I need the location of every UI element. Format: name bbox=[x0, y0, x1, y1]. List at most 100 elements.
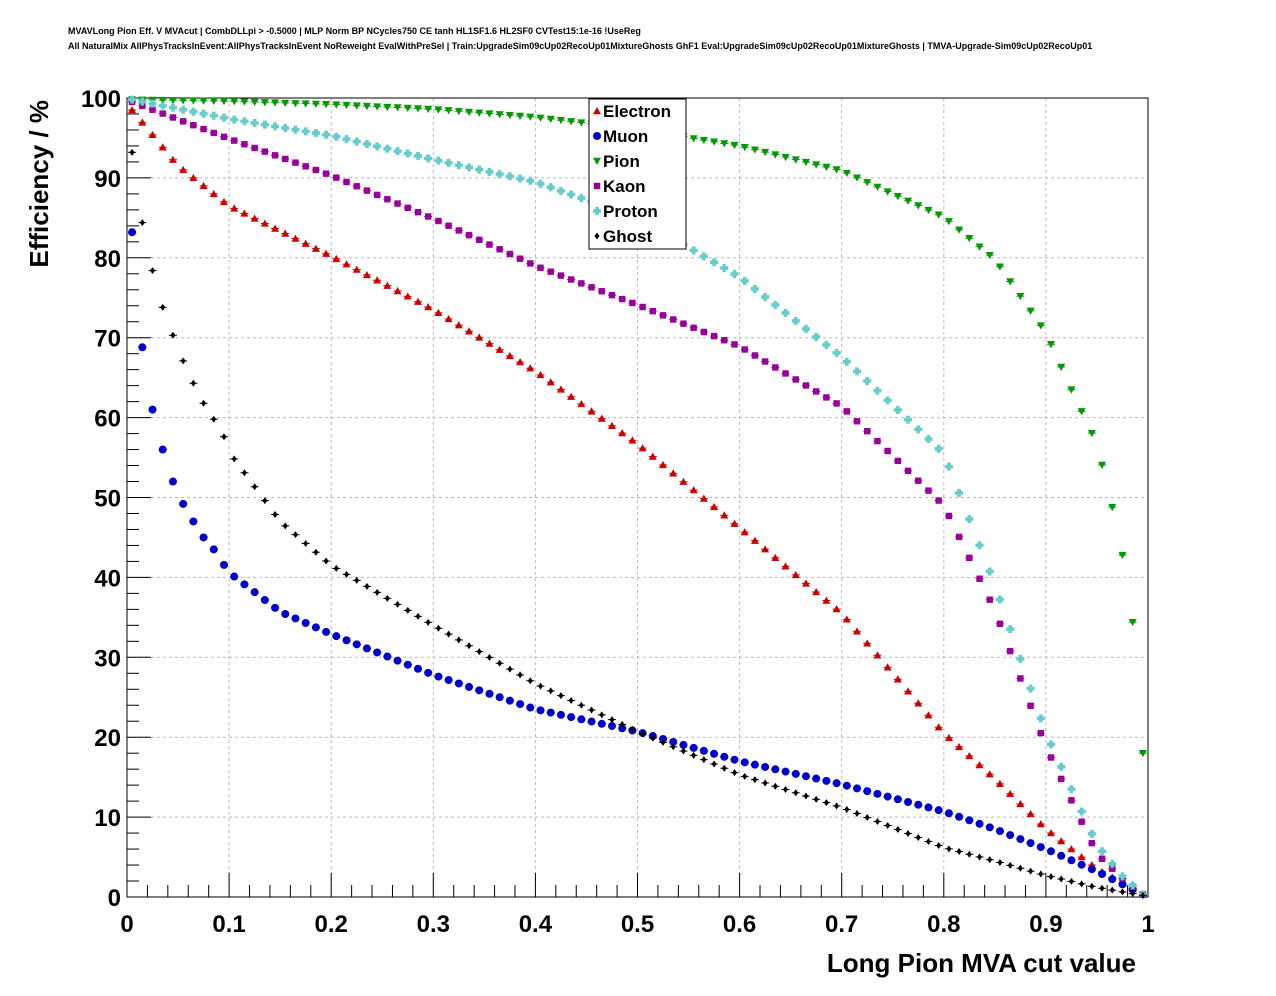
data-point bbox=[791, 769, 800, 778]
data-point bbox=[832, 779, 841, 788]
data-point bbox=[240, 98, 249, 106]
data-point bbox=[944, 462, 953, 471]
data-point bbox=[179, 165, 188, 174]
y-tick-label: 100 bbox=[81, 86, 121, 113]
data-point bbox=[987, 856, 993, 864]
data-point bbox=[240, 580, 249, 589]
data-point bbox=[272, 511, 278, 519]
data-point bbox=[1087, 865, 1096, 874]
data-point bbox=[567, 190, 576, 199]
data-point bbox=[413, 297, 422, 305]
data-point bbox=[832, 605, 841, 613]
data-point bbox=[527, 260, 534, 267]
data-point bbox=[955, 812, 964, 821]
data-point bbox=[424, 303, 433, 311]
data-point bbox=[578, 280, 585, 287]
data-point bbox=[976, 575, 983, 582]
data-point bbox=[609, 716, 615, 724]
data-point bbox=[772, 364, 779, 371]
y-tick-label: 50 bbox=[94, 486, 121, 513]
data-point bbox=[179, 118, 187, 125]
data-point bbox=[219, 113, 228, 122]
data-point bbox=[332, 254, 341, 263]
x-axis-title: Long Pion MVA cut value bbox=[827, 948, 1136, 978]
data-point bbox=[1006, 625, 1015, 634]
data-point bbox=[209, 545, 218, 554]
data-point bbox=[750, 146, 759, 154]
data-point bbox=[179, 499, 188, 508]
data-point bbox=[434, 156, 443, 165]
x-tick-label: 0.9 bbox=[1029, 911, 1062, 938]
data-point bbox=[281, 229, 290, 237]
data-point bbox=[1098, 461, 1107, 470]
data-point bbox=[219, 197, 228, 206]
data-point bbox=[362, 644, 371, 653]
data-point bbox=[986, 596, 993, 603]
y-axis-title: Efficiency / % bbox=[24, 100, 54, 268]
data-point bbox=[679, 477, 688, 485]
data-point bbox=[211, 415, 217, 423]
data-point bbox=[975, 243, 984, 251]
data-point bbox=[791, 316, 800, 325]
data-point bbox=[516, 112, 525, 120]
data-point bbox=[1068, 877, 1074, 885]
data-point bbox=[1026, 684, 1035, 693]
data-point bbox=[742, 772, 748, 780]
data-point bbox=[1036, 820, 1045, 828]
data-point bbox=[977, 853, 983, 861]
data-point bbox=[699, 746, 708, 755]
data-point bbox=[966, 554, 973, 562]
data-point bbox=[536, 370, 545, 379]
data-point bbox=[403, 149, 412, 158]
data-point bbox=[454, 107, 463, 116]
data-point bbox=[1006, 831, 1015, 840]
data-point bbox=[812, 161, 821, 169]
data-point bbox=[556, 710, 565, 719]
header-line-1: MVAVLong Pion Eff. V MVAcut | CombDLLpi … bbox=[68, 26, 641, 36]
data-point bbox=[823, 394, 830, 401]
data-point bbox=[209, 189, 218, 198]
data-point bbox=[445, 222, 452, 229]
data-point bbox=[486, 241, 493, 248]
data-point bbox=[262, 497, 268, 505]
data-point bbox=[250, 214, 259, 222]
data-point bbox=[1057, 851, 1066, 860]
data-point bbox=[352, 640, 361, 649]
data-point bbox=[476, 648, 482, 656]
data-point bbox=[424, 213, 432, 220]
data-point bbox=[740, 528, 749, 536]
x-tick-label: 0.1 bbox=[212, 911, 245, 938]
data-point bbox=[393, 104, 402, 112]
data-point bbox=[220, 133, 228, 141]
data-point bbox=[169, 114, 177, 121]
data-point bbox=[373, 103, 382, 111]
data-point bbox=[924, 435, 933, 444]
data-point bbox=[1108, 503, 1117, 512]
data-point bbox=[934, 806, 943, 815]
data-point bbox=[741, 346, 748, 353]
data-point bbox=[201, 399, 207, 407]
data-point bbox=[597, 719, 606, 728]
data-point bbox=[771, 553, 780, 561]
data-point bbox=[505, 696, 514, 705]
data-point bbox=[485, 689, 494, 698]
data-point bbox=[342, 636, 351, 645]
data-point bbox=[352, 137, 361, 146]
data-point bbox=[578, 701, 584, 709]
data-point bbox=[914, 202, 923, 210]
data-point bbox=[425, 618, 431, 626]
data-point bbox=[311, 100, 320, 108]
data-point bbox=[822, 340, 831, 349]
data-point bbox=[281, 99, 290, 107]
data-point bbox=[250, 588, 259, 597]
data-point bbox=[322, 101, 331, 109]
data-point bbox=[1036, 843, 1045, 852]
data-point bbox=[629, 299, 636, 307]
data-point bbox=[168, 97, 177, 105]
data-point bbox=[148, 130, 157, 139]
data-point bbox=[271, 603, 280, 612]
data-point bbox=[740, 143, 749, 152]
data-point bbox=[516, 174, 525, 183]
data-point bbox=[965, 816, 974, 825]
data-point bbox=[475, 165, 484, 174]
